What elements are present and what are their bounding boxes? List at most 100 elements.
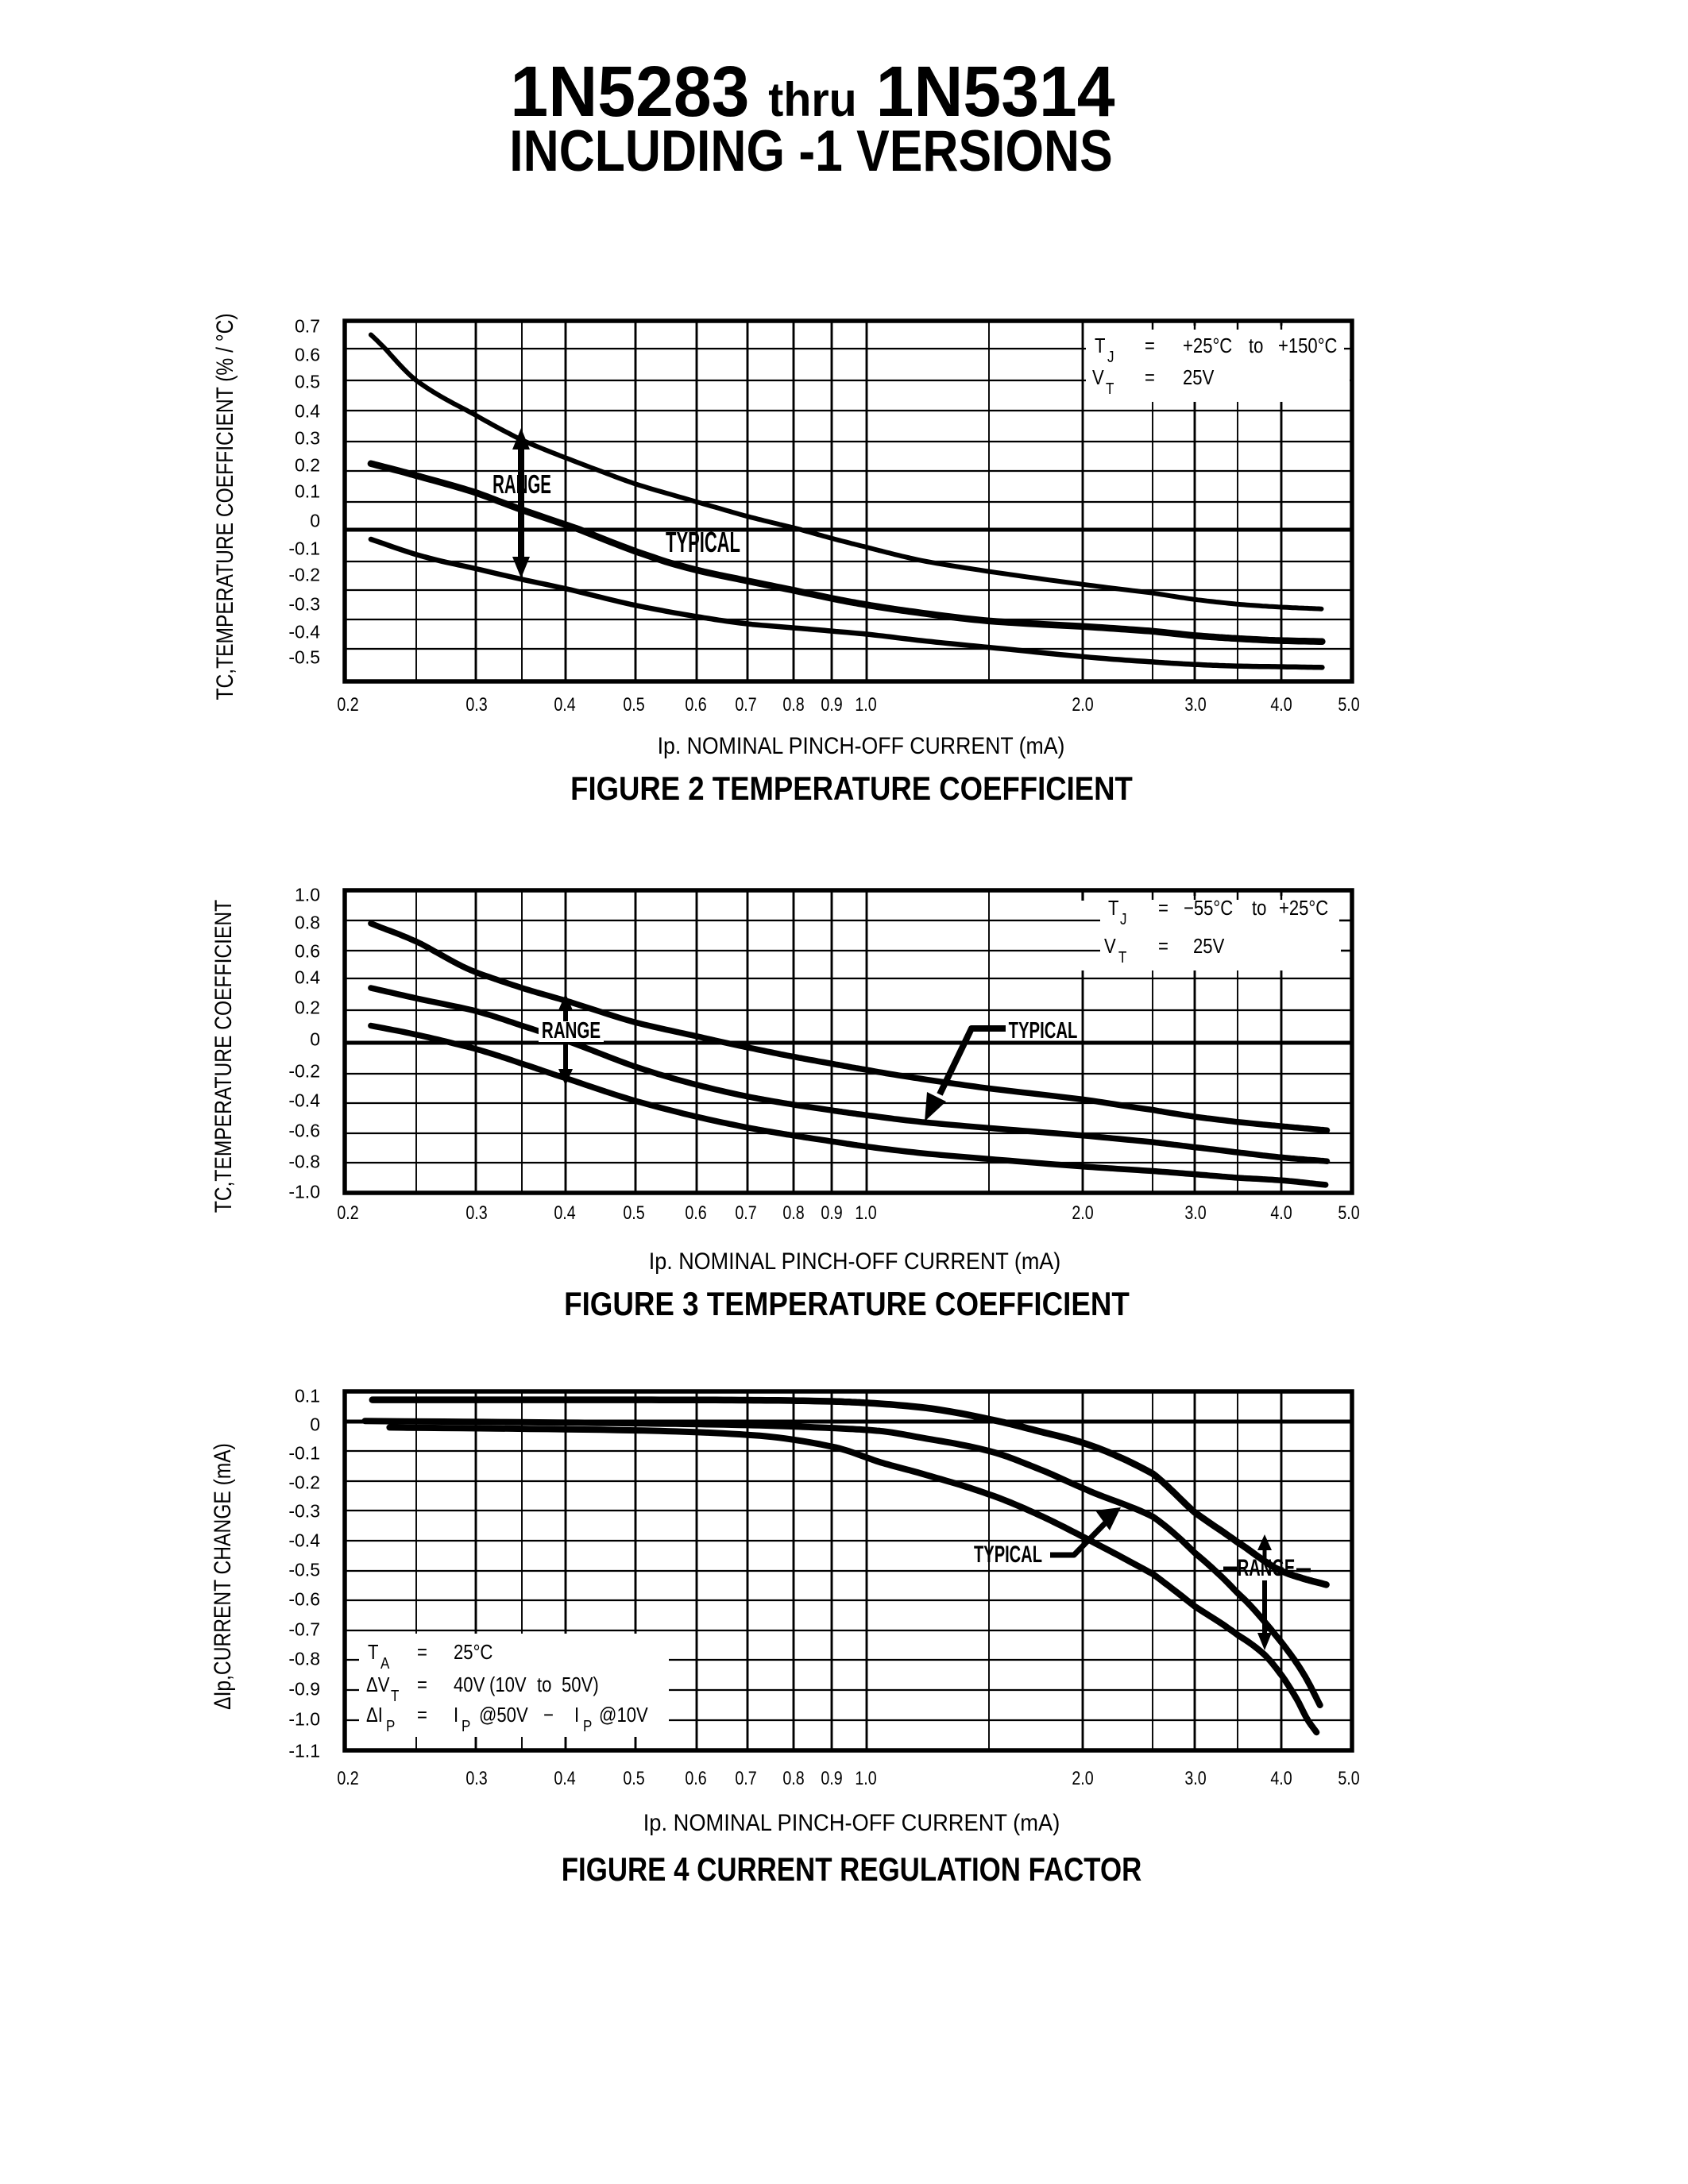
svg-text:0.4: 0.4 — [295, 967, 320, 987]
svg-text:0.5: 0.5 — [623, 693, 644, 715]
svg-text:-0.4: -0.4 — [288, 1090, 320, 1110]
svg-text:0.4: 0.4 — [554, 1202, 575, 1223]
svg-text:TC,TEMPERATURE COEFFICIENT (%: TC,TEMPERATURE COEFFICIENT (% / °C) — [211, 313, 238, 700]
svg-text:-0.1: -0.1 — [288, 538, 320, 558]
svg-text:-0.1: -0.1 — [288, 1442, 320, 1463]
svg-text:FIGURE 4 CURRENT REGULATION FA: FIGURE 4 CURRENT REGULATION FACTOR — [562, 1851, 1142, 1889]
svg-text:0.3: 0.3 — [465, 1202, 487, 1223]
svg-text:-1.0: -1.0 — [288, 1708, 320, 1729]
svg-text:0.2: 0.2 — [295, 997, 320, 1017]
svg-text:2.0: 2.0 — [1072, 693, 1093, 715]
svg-text:4.0: 4.0 — [1270, 693, 1292, 715]
svg-text:3.0: 3.0 — [1184, 1202, 1206, 1223]
svg-text:0.4: 0.4 — [554, 693, 575, 715]
svg-text:-1.0: -1.0 — [288, 1181, 320, 1202]
svg-text:0.8: 0.8 — [295, 912, 320, 932]
svg-text:4.0: 4.0 — [1270, 1202, 1292, 1223]
svg-text:1.0: 1.0 — [855, 1767, 876, 1788]
svg-text:TYPICAL: TYPICAL — [974, 1542, 1042, 1568]
svg-text:0.3: 0.3 — [295, 427, 320, 448]
svg-text:-0.6: -0.6 — [288, 1588, 320, 1609]
svg-text:VT=25V: V T = 25V — [1104, 935, 1224, 966]
svg-text:ΔIp,CURRENT CHANGE (mA): ΔIp,CURRENT CHANGE (mA) — [209, 1443, 236, 1710]
svg-text:0.2: 0.2 — [337, 1767, 358, 1788]
svg-text:1.0: 1.0 — [855, 1202, 876, 1223]
svg-text:0.1: 0.1 — [295, 1385, 320, 1406]
svg-text:0: 0 — [310, 1414, 320, 1434]
svg-text:2.0: 2.0 — [1072, 1767, 1093, 1788]
svg-text:1.0: 1.0 — [855, 693, 876, 715]
svg-text:0.6: 0.6 — [685, 1202, 706, 1223]
svg-text:0.3: 0.3 — [465, 1767, 487, 1788]
svg-text:0.5: 0.5 — [623, 1767, 644, 1788]
svg-text:ΔIP=IP@50V−IP@10V: ΔI P = I P @50V − I P @10V — [366, 1704, 648, 1734]
svg-text:-0.7: -0.7 — [288, 1619, 320, 1639]
svg-text:-1.1: -1.1 — [288, 1740, 320, 1761]
svg-text:RANGE: RANGE — [542, 1018, 601, 1044]
svg-text:3.0: 3.0 — [1184, 1767, 1206, 1788]
svg-text:0.8: 0.8 — [782, 693, 804, 715]
svg-text:0: 0 — [310, 510, 320, 531]
svg-text:0.6: 0.6 — [685, 1767, 706, 1788]
svg-text:0.9: 0.9 — [821, 693, 842, 715]
svg-text:-0.2: -0.2 — [288, 564, 320, 585]
svg-text:5.0: 5.0 — [1338, 693, 1359, 715]
svg-text:Ip. NOMINAL PINCH-OFF CURRENT: Ip. NOMINAL PINCH-OFF CURRENT (mA) — [643, 1810, 1060, 1836]
svg-text:0: 0 — [310, 1028, 320, 1049]
svg-text:Ip. NOMINAL PINCH-OFF CURRENT: Ip. NOMINAL PINCH-OFF CURRENT (mA) — [658, 733, 1065, 760]
svg-text:0.5: 0.5 — [623, 1202, 644, 1223]
svg-text:0.6: 0.6 — [685, 693, 706, 715]
svg-text:TJ=−55°Cto+25°C: TJ = −55°C to +25°C — [1108, 897, 1328, 928]
svg-text:0.5: 0.5 — [295, 371, 320, 392]
svg-text:-0.3: -0.3 — [288, 1500, 320, 1521]
svg-text:-0.9: -0.9 — [288, 1678, 320, 1699]
svg-text:0.6: 0.6 — [295, 344, 320, 365]
svg-text:RANGE: RANGE — [1238, 1555, 1296, 1581]
svg-text:Ip. NOMINAL PINCH-OFF CURRENT: Ip. NOMINAL PINCH-OFF CURRENT (mA) — [649, 1248, 1061, 1275]
svg-text:0.4: 0.4 — [295, 400, 320, 421]
svg-text:-0.5: -0.5 — [288, 1559, 320, 1580]
svg-text:-0.8: -0.8 — [288, 1648, 320, 1669]
svg-text:TYPICAL: TYPICAL — [1009, 1018, 1078, 1044]
svg-text:0.8: 0.8 — [782, 1767, 804, 1788]
svg-text:3.0: 3.0 — [1184, 693, 1206, 715]
svg-text:TA=25°C: T A = 25°C — [368, 1641, 492, 1672]
svg-text:0.4: 0.4 — [554, 1767, 575, 1788]
svg-text:0.9: 0.9 — [821, 1202, 842, 1223]
svg-text:0.7: 0.7 — [735, 1767, 756, 1788]
svg-text:-0.3: -0.3 — [288, 593, 320, 614]
svg-text:0.1: 0.1 — [295, 480, 320, 501]
svg-text:-0.5: -0.5 — [288, 646, 320, 667]
svg-text:TYPICAL: TYPICAL — [666, 527, 740, 559]
svg-text:0.3: 0.3 — [465, 693, 487, 715]
svg-text:0.2: 0.2 — [337, 1202, 358, 1223]
svg-text:1N5283 thru 1N5314: 1N5283 thru 1N5314 — [510, 51, 1114, 131]
svg-text:0.2: 0.2 — [295, 454, 320, 475]
svg-text:0.9: 0.9 — [821, 1767, 842, 1788]
svg-text:0.7: 0.7 — [735, 1202, 756, 1223]
svg-text:0.2: 0.2 — [337, 693, 358, 715]
svg-text:-0.2: -0.2 — [288, 1472, 320, 1492]
svg-text:RANGE: RANGE — [492, 469, 551, 499]
svg-text:0.7: 0.7 — [295, 315, 320, 336]
svg-text:-0.4: -0.4 — [288, 1530, 320, 1550]
svg-text:FIGURE 2 TEMPERATURE COEFFICIE: FIGURE 2 TEMPERATURE COEFFICIENT — [570, 770, 1133, 808]
svg-text:INCLUDING -1 VERSIONS: INCLUDING -1 VERSIONS — [509, 120, 1112, 184]
svg-text:-0.4: -0.4 — [288, 621, 320, 642]
svg-text:TJ=+25°Cto+150°C: T J = +25°C to +150°C — [1095, 334, 1337, 365]
svg-text:5.0: 5.0 — [1338, 1767, 1359, 1788]
svg-text:-0.8: -0.8 — [288, 1151, 320, 1171]
svg-text:4.0: 4.0 — [1270, 1767, 1292, 1788]
svg-text:-0.2: -0.2 — [288, 1060, 320, 1081]
svg-text:0.6: 0.6 — [295, 940, 320, 961]
svg-text:1.0: 1.0 — [295, 884, 320, 905]
svg-text:VT=25V: V T = 25V — [1092, 366, 1214, 397]
svg-text:TC,TEMPERATURE COEFFICIENT: TC,TEMPERATURE COEFFICIENT — [210, 900, 237, 1214]
svg-text:2.0: 2.0 — [1072, 1202, 1093, 1223]
svg-text:0.7: 0.7 — [735, 693, 756, 715]
svg-text:-0.6: -0.6 — [288, 1120, 320, 1140]
svg-text:5.0: 5.0 — [1338, 1202, 1359, 1223]
svg-text:0.8: 0.8 — [782, 1202, 804, 1223]
svg-text:FIGURE 3 TEMPERATURE COEFFICIE: FIGURE 3 TEMPERATURE COEFFICIENT — [564, 1286, 1130, 1323]
